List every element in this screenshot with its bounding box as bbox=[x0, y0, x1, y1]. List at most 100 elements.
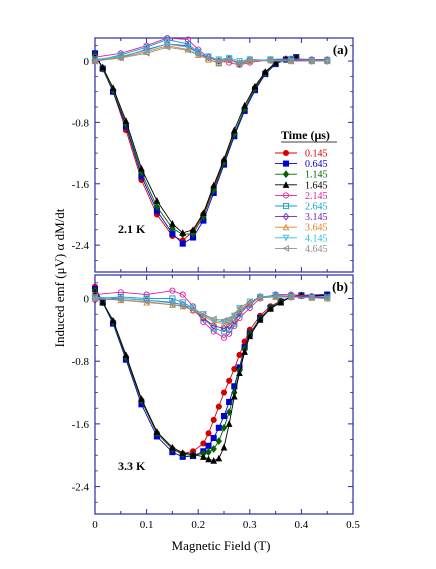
legend-marker bbox=[282, 245, 290, 252]
data-point-b-4.145 bbox=[200, 311, 207, 318]
data-point-b-2.145 bbox=[169, 287, 176, 294]
data-point-a-1.645 bbox=[179, 229, 187, 236]
data-point-a-4.645 bbox=[246, 56, 253, 64]
data-point-b-4.645 bbox=[220, 317, 228, 324]
legend-marker bbox=[282, 234, 290, 242]
data-point-b-1.645 bbox=[109, 316, 117, 324]
data-point-b-4.645 bbox=[91, 295, 99, 302]
data-point-b-3.145 bbox=[220, 324, 228, 333]
panel-label-b: (b) bbox=[332, 279, 348, 294]
data-point-b-1.145 bbox=[210, 445, 217, 453]
y-tick-label-a: -2.4 bbox=[72, 240, 90, 252]
y-axis-label: Induced emf (μV) α dM/dt bbox=[52, 208, 67, 347]
data-point-b-4.645 bbox=[323, 295, 331, 302]
legend: Time (μs)0.1450.6451.1451.6452.1452.6453… bbox=[275, 128, 337, 255]
data-point-a-1.645 bbox=[138, 164, 145, 172]
data-point-a-4.645 bbox=[194, 51, 202, 59]
x-tick-label: 0.5 bbox=[346, 519, 360, 531]
data-point-a-1.645 bbox=[99, 63, 107, 71]
legend-entry-2.145: 2.145 bbox=[275, 191, 328, 202]
data-point-b-1.645 bbox=[267, 305, 274, 312]
data-point-b-1.645 bbox=[200, 453, 207, 460]
data-point-b-0.145 bbox=[231, 365, 238, 373]
data-point-a-4.145 bbox=[143, 47, 150, 54]
series-line-b-4.645 bbox=[94, 296, 328, 321]
data-point-a-1.645 bbox=[109, 84, 117, 91]
data-point-b-1.645 bbox=[179, 449, 187, 456]
data-point-b-1.645 bbox=[153, 428, 161, 435]
data-point-a-1.645 bbox=[200, 209, 207, 216]
x-axis: 0 0.1 0.2 0.3 0.4 0.5 bbox=[92, 519, 360, 531]
data-point-b-2.645 bbox=[117, 293, 124, 300]
data-point-a-4.645 bbox=[308, 57, 315, 65]
series-a-4.645 bbox=[91, 43, 331, 66]
legend-marker bbox=[282, 223, 290, 231]
data-point-a-4.645 bbox=[235, 59, 243, 66]
x-tick-label: 0.4 bbox=[295, 519, 309, 531]
data-point-b-4.645 bbox=[168, 301, 176, 309]
data-point-b-4.645 bbox=[117, 296, 124, 304]
y-tick-label-b: 0 bbox=[84, 294, 90, 306]
legend-entry-0.645: 0.645 bbox=[275, 159, 328, 170]
data-point-b-1.645 bbox=[256, 316, 264, 323]
data-point-a-4.145 bbox=[184, 44, 192, 51]
data-point-b-1.645 bbox=[210, 457, 218, 464]
data-point-b-4.645 bbox=[256, 294, 264, 302]
data-point-b-0.145 bbox=[215, 403, 222, 410]
x-tick-label: 0.2 bbox=[191, 519, 205, 531]
data-point-a-4.645 bbox=[184, 46, 191, 54]
data-point-b-1.645 bbox=[215, 454, 223, 462]
legend-entry-4.645: 4.645 bbox=[275, 244, 328, 255]
legend-marker bbox=[282, 192, 290, 199]
series-line-a-0.645 bbox=[94, 53, 297, 245]
legend-label: 0.645 bbox=[305, 159, 328, 170]
data-point-a-4.645 bbox=[215, 57, 222, 65]
series-b-1.645 bbox=[91, 288, 331, 464]
data-point-b-4.645 bbox=[308, 294, 315, 302]
series-line-a-1.645 bbox=[94, 56, 297, 234]
data-point-b-4.645 bbox=[287, 293, 295, 301]
data-point-b-4.645 bbox=[179, 303, 186, 310]
data-point-a-1.145 bbox=[153, 202, 161, 211]
data-point-b-1.645 bbox=[99, 298, 107, 306]
legend-marker bbox=[282, 170, 290, 179]
data-point-b-0.645 bbox=[210, 434, 217, 442]
data-point-a-1.645 bbox=[189, 226, 197, 233]
panel-label-a: (a) bbox=[333, 42, 348, 57]
data-point-b-0.145 bbox=[205, 430, 212, 437]
series-a-2.145 bbox=[91, 34, 331, 68]
data-point-a-1.645 bbox=[220, 155, 228, 163]
y-tick-label-a: 0 bbox=[84, 56, 90, 68]
data-point-a-1.645 bbox=[261, 68, 269, 75]
data-point-b-2.645 bbox=[226, 326, 233, 333]
panel-a: 0 -0.8 -1.6 -2.4 (a) 2.1 K bbox=[72, 34, 354, 273]
data-point-b-4.645 bbox=[142, 298, 150, 305]
data-point-b-0.645 bbox=[205, 442, 212, 449]
data-point-a-1.645 bbox=[153, 197, 161, 204]
temperature-annotation-b: 3.3 K bbox=[118, 459, 146, 473]
legend-label: 3.645 bbox=[305, 223, 328, 234]
data-point-a-3.145 bbox=[215, 57, 223, 65]
data-point-b-0.145 bbox=[226, 377, 233, 384]
y-tick-label-a: -0.8 bbox=[72, 117, 90, 129]
data-point-b-1.145 bbox=[225, 408, 233, 417]
data-point-b-4.145 bbox=[246, 298, 254, 306]
data-point-b-4.645 bbox=[225, 315, 233, 323]
legend-label: 4.145 bbox=[305, 233, 328, 244]
series-line-b-1.145 bbox=[94, 290, 328, 456]
temperature-annotation-a: 2.1 K bbox=[118, 222, 146, 236]
series-a-1.145 bbox=[91, 50, 300, 239]
legend-label: 2.145 bbox=[305, 191, 328, 202]
legend-marker bbox=[282, 212, 290, 221]
legend-marker bbox=[282, 149, 290, 157]
data-point-b-1.645 bbox=[277, 298, 285, 306]
data-point-b-2.145 bbox=[200, 318, 207, 326]
legend-entry-3.645: 3.645 bbox=[275, 223, 328, 234]
data-point-b-1.645 bbox=[220, 443, 228, 451]
series-line-a-0.145 bbox=[94, 53, 297, 242]
y-tick-label-a: -1.6 bbox=[72, 179, 90, 191]
data-point-b-4.645 bbox=[210, 315, 217, 323]
data-point-a-1.645 bbox=[251, 82, 259, 90]
data-point-b-0.145 bbox=[200, 440, 207, 447]
